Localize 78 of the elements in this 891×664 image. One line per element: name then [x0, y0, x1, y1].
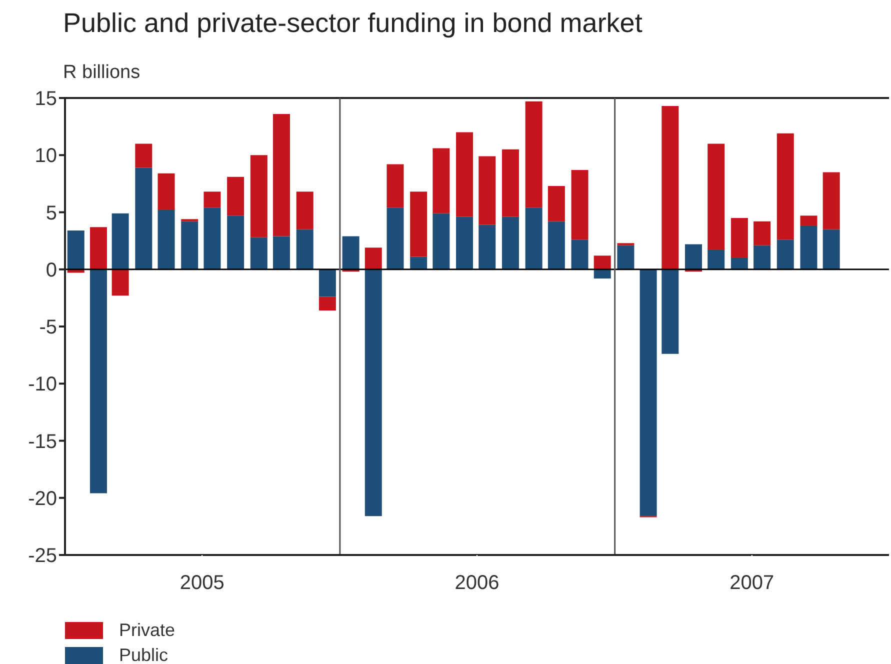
legend-label: Public	[119, 645, 168, 664]
bar	[250, 155, 268, 238]
bar	[708, 250, 725, 270]
bar	[754, 221, 771, 246]
bar	[525, 101, 542, 208]
x-tick-label: 2005	[180, 572, 224, 594]
bar	[112, 213, 129, 270]
legend-label: Private	[119, 620, 176, 641]
bar	[204, 192, 221, 208]
bar	[776, 133, 794, 240]
bar	[478, 224, 496, 270]
bar	[730, 258, 748, 270]
bar	[525, 208, 542, 270]
bar	[548, 221, 565, 270]
y-axis-title: R billions	[63, 62, 140, 84]
bar	[364, 248, 382, 270]
bar	[296, 192, 314, 230]
y-tick-label: -5	[39, 316, 57, 339]
bar	[548, 186, 565, 222]
bar	[662, 106, 679, 270]
bar	[456, 132, 474, 217]
bar	[432, 148, 450, 214]
bar	[410, 256, 428, 270]
bar	[112, 269, 129, 296]
bar	[227, 176, 244, 216]
bar	[158, 173, 175, 210]
bar	[67, 230, 84, 270]
chart-title: Public and private-sector funding in bond market	[63, 8, 642, 39]
bar	[822, 172, 840, 230]
y-tick-label: 0	[46, 259, 57, 282]
bar	[342, 236, 360, 270]
bar	[594, 256, 611, 270]
bar	[273, 114, 290, 236]
bar	[800, 216, 818, 226]
bar	[135, 168, 152, 270]
bar	[364, 269, 382, 516]
bar	[90, 227, 107, 270]
y-tick-label: -15	[28, 430, 57, 453]
y-tick-label: 5	[46, 202, 57, 224]
bar	[776, 240, 794, 270]
bar	[158, 210, 175, 270]
y-tick-label: 15	[34, 88, 57, 110]
bar	[708, 144, 725, 250]
bar	[181, 221, 198, 270]
bar	[822, 229, 840, 270]
bar	[386, 208, 404, 270]
bar	[640, 269, 657, 516]
bar	[227, 216, 244, 270]
y-tick-label: 10	[34, 145, 57, 168]
bar	[478, 156, 496, 225]
bar	[432, 213, 450, 270]
bar	[90, 269, 107, 494]
bar	[410, 192, 428, 257]
bar	[456, 216, 474, 270]
bar	[730, 218, 748, 258]
bar	[250, 237, 268, 270]
x-tick-label: 2006	[454, 572, 500, 594]
bar	[386, 164, 404, 208]
bar	[617, 245, 634, 270]
bar	[571, 240, 588, 270]
bar	[800, 226, 818, 270]
y-tick-label: -10	[28, 374, 57, 396]
bar	[296, 229, 314, 270]
bar	[204, 208, 221, 270]
bar	[502, 149, 519, 217]
x-tick-label: 2007	[730, 572, 774, 594]
bar	[502, 216, 519, 270]
bar	[571, 170, 588, 240]
bar	[318, 296, 336, 311]
bar	[594, 269, 611, 279]
bar	[685, 244, 702, 270]
bar	[135, 144, 152, 168]
bar	[754, 245, 771, 270]
bar	[273, 236, 290, 270]
y-tick-label: -20	[28, 488, 57, 510]
bar	[662, 269, 679, 354]
y-tick-label: -25	[28, 545, 57, 568]
bar	[318, 269, 336, 297]
